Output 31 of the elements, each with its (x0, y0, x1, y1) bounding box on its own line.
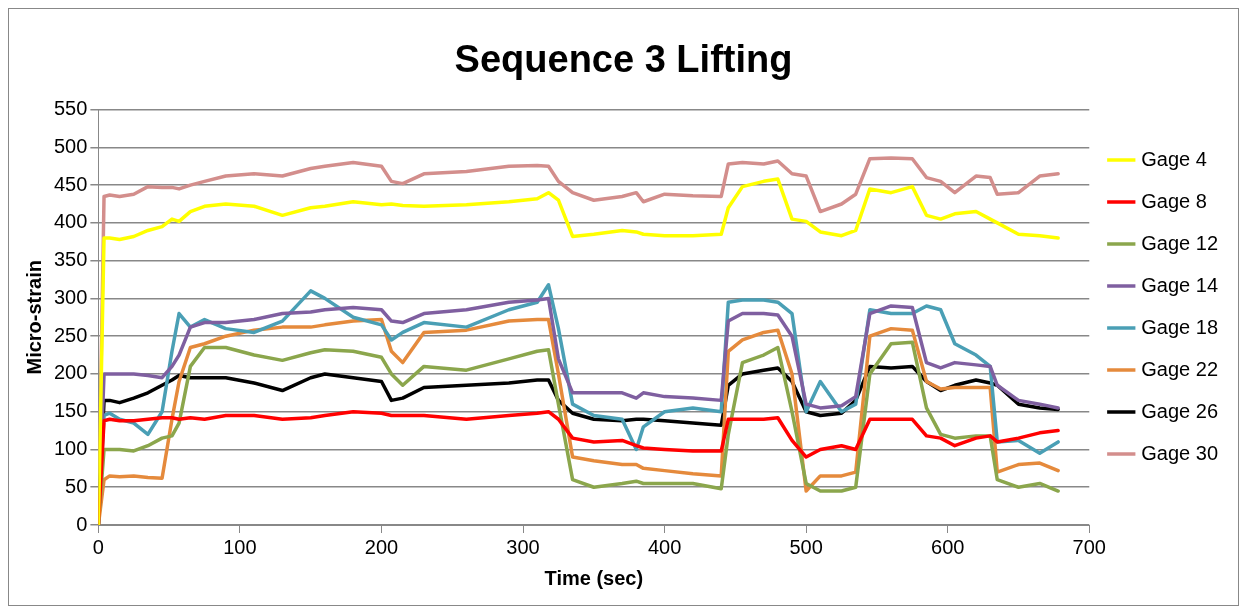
x-tick-label: 400 (647, 535, 682, 558)
y-tick-label: 500 (53, 134, 88, 157)
x-tick-label: 700 (1072, 535, 1106, 558)
legend-label: Gage 4 (1141, 147, 1207, 170)
legend-label: Gage 12 (1141, 231, 1219, 254)
y-tick-label: 400 (53, 210, 88, 233)
y-tick-label: 450 (53, 172, 88, 195)
legend-label: Gage 30 (1141, 441, 1219, 464)
y-tick-label: 300 (53, 285, 88, 308)
y-tick-label: 100 (53, 436, 88, 459)
chart-title: Sequence 3 Lifting (454, 38, 793, 81)
legend-label: Gage 26 (1141, 399, 1219, 422)
y-tick-label: 50 (65, 474, 88, 497)
legend-label: Gage 14 (1141, 273, 1219, 296)
x-tick-label: 200 (364, 535, 399, 558)
y-tick-label: 250 (53, 323, 88, 346)
x-tick-label: 500 (789, 535, 823, 558)
legend-label: Gage 18 (1141, 315, 1219, 338)
y-tick-label: 150 (53, 399, 88, 422)
x-axis-title: Time (sec) (544, 566, 644, 589)
y-axis-title: Micro-strain (22, 260, 45, 375)
x-tick-label: 100 (223, 535, 257, 558)
x-tick-label: 300 (506, 535, 540, 558)
y-tick-label: 0 (76, 512, 88, 535)
x-tick-label: 0 (92, 535, 104, 558)
y-tick-label: 350 (53, 248, 88, 271)
x-tick-label: 600 (931, 535, 965, 558)
y-tick-label: 200 (53, 361, 88, 384)
legend-label: Gage 22 (1141, 357, 1219, 380)
y-tick-label: 550 (53, 97, 88, 120)
legend-label: Gage 8 (1141, 189, 1207, 212)
